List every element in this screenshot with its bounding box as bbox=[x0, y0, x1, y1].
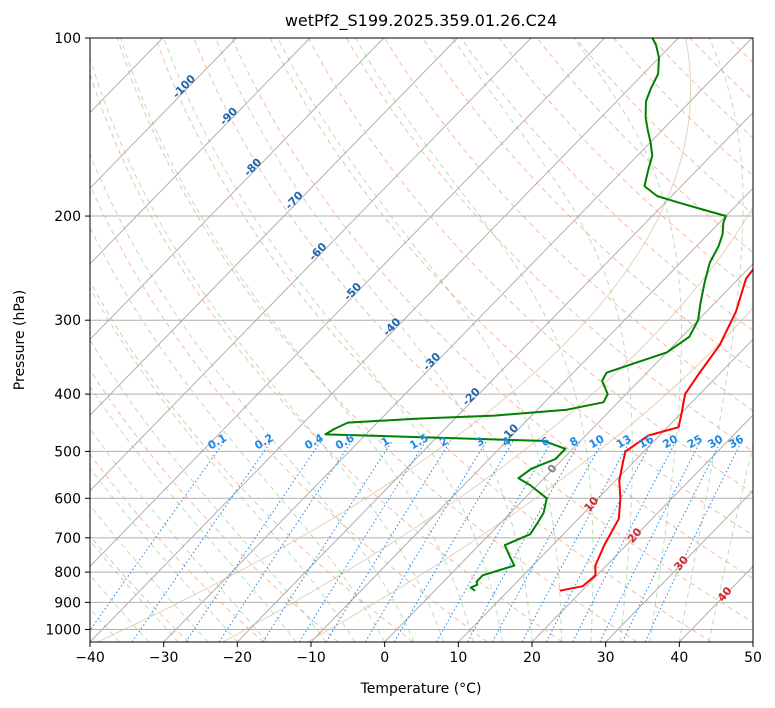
mixing-ratio-line bbox=[393, 440, 514, 642]
dewpoint-profile-line bbox=[324, 38, 727, 592]
temperature-profile-line bbox=[559, 268, 753, 592]
dry-adiabat bbox=[193, 38, 753, 623]
isotherm-line bbox=[236, 111, 753, 642]
isotherm-line bbox=[457, 338, 753, 642]
moist-adiabat bbox=[90, 339, 327, 642]
moist-adiabat bbox=[90, 504, 209, 642]
moist-adiabat bbox=[90, 539, 179, 642]
mixing-ratio-line bbox=[218, 440, 353, 642]
dry-adiabat bbox=[307, 38, 753, 494]
dry-adiabat bbox=[90, 72, 563, 642]
x-tick-label: −30 bbox=[149, 650, 179, 666]
isotherm-line bbox=[90, 38, 532, 492]
reference-curve bbox=[222, 206, 753, 642]
background-lines bbox=[90, 38, 753, 642]
moist-adiabat bbox=[90, 56, 445, 642]
isotherm-line bbox=[384, 263, 753, 642]
dry-adiabat bbox=[231, 38, 753, 579]
moist-adiabat bbox=[214, 38, 533, 642]
moist-adiabat bbox=[678, 38, 744, 642]
moist-adiabat bbox=[90, 467, 238, 642]
y-tick-label: 200 bbox=[54, 209, 81, 225]
y-tick-label: 1000 bbox=[45, 622, 81, 638]
reference-curve bbox=[97, 38, 692, 642]
dry-adiabat bbox=[90, 369, 339, 642]
isotherm-line bbox=[90, 38, 237, 189]
isotherm-line bbox=[531, 414, 753, 642]
y-tick-label: 900 bbox=[54, 595, 81, 611]
mixing-ratio-line bbox=[435, 440, 553, 642]
chart-title: wetPf2_S199.2025.359.01.26.C24 bbox=[285, 11, 557, 31]
mixing-ratio-line bbox=[131, 440, 272, 642]
profile-lines bbox=[324, 38, 753, 592]
moist-adiabat bbox=[573, 38, 682, 642]
plot-frame bbox=[89, 37, 754, 643]
isotherm-line bbox=[90, 38, 679, 642]
x-tick-label: −40 bbox=[75, 650, 105, 666]
x-tick-label: −20 bbox=[223, 650, 253, 666]
reference-curve bbox=[307, 307, 753, 642]
x-tick-label: 40 bbox=[670, 650, 688, 666]
moist-adiabat bbox=[452, 38, 633, 642]
y-tick-label: 400 bbox=[54, 387, 81, 403]
y-tick-label: 600 bbox=[54, 491, 81, 507]
x-axis-label: Temperature (°C) bbox=[360, 681, 482, 697]
y-tick-label: 500 bbox=[54, 444, 81, 460]
mixing-ratio-line bbox=[599, 440, 702, 642]
dry-adiabat bbox=[384, 38, 753, 412]
mixing-ratio-line bbox=[491, 440, 604, 642]
isotherm-line bbox=[90, 38, 458, 416]
x-tick-label: −10 bbox=[296, 650, 326, 666]
isotherm-line bbox=[605, 490, 753, 642]
y-tick-label: 800 bbox=[54, 565, 81, 581]
moist-adiabat bbox=[90, 427, 268, 642]
isotherm-line bbox=[90, 38, 384, 341]
mixing-ratio-line bbox=[262, 440, 393, 642]
mixing-ratio-line bbox=[621, 440, 722, 642]
moist-adiabat bbox=[277, 38, 562, 642]
dry-adiabat bbox=[498, 38, 753, 292]
mixing-ratio-line bbox=[298, 440, 427, 642]
moist-adiabat bbox=[90, 385, 297, 642]
axis-ticks: −40 −30 −20 −10 0 10 20 30 40 50 100 200 300 400 500 60… bbox=[45, 31, 762, 666]
dry-adiabat bbox=[422, 38, 753, 372]
isotherm-line bbox=[90, 38, 311, 265]
isotherm-line bbox=[163, 38, 753, 642]
x-tick-label: 0 bbox=[380, 650, 389, 666]
mixing-ratio-line bbox=[364, 440, 488, 642]
mixing-ratio-line bbox=[185, 440, 322, 642]
mixing-ratio-line bbox=[325, 440, 452, 642]
moist-adiabat bbox=[90, 226, 386, 642]
moist-adiabat bbox=[354, 38, 594, 642]
moist-adiabat bbox=[163, 38, 503, 642]
x-tick-label: 10 bbox=[449, 650, 467, 666]
y-tick-label: 700 bbox=[54, 531, 81, 547]
x-tick-label: 50 bbox=[744, 650, 762, 666]
moist-adiabat bbox=[90, 574, 150, 642]
y-tick-label: 300 bbox=[54, 313, 81, 329]
dry-adiabat bbox=[269, 38, 753, 536]
x-tick-label: 30 bbox=[597, 650, 615, 666]
y-tick-label: 100 bbox=[54, 31, 81, 47]
y-axis-label: Pressure (hPa) bbox=[12, 290, 28, 390]
moist-adiabat bbox=[90, 152, 415, 642]
isotherm-line bbox=[90, 38, 605, 568]
x-tick-label: 20 bbox=[523, 650, 541, 666]
dry-adiabat bbox=[117, 38, 638, 642]
